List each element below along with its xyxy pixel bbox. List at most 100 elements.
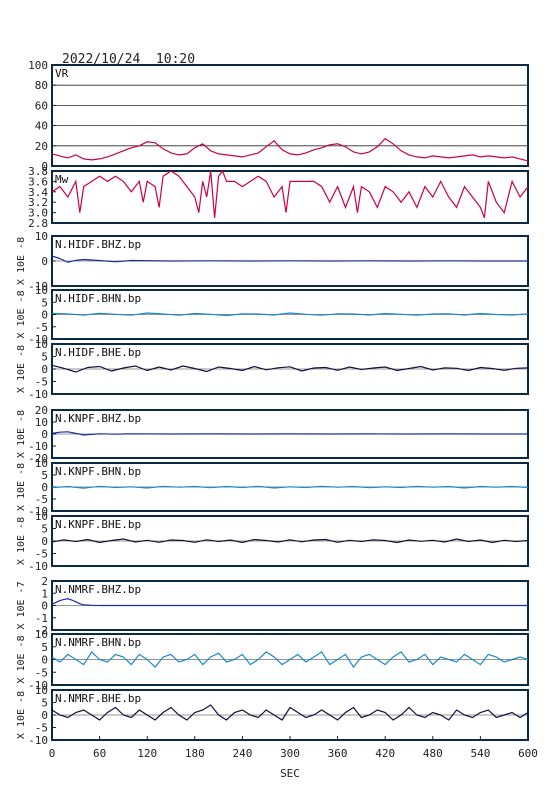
panel-1-series-line	[51, 169, 529, 219]
panel-6-ytick-label-3: 5	[41, 469, 48, 482]
panel-10-label: N.NMRF.BHE.bp	[55, 692, 141, 705]
panel-10-ytick-label-0: -10	[28, 734, 48, 747]
panel-9-ylabel: X 10E -8	[16, 635, 27, 683]
panel-10-ytick-label-3: 5	[41, 697, 48, 710]
x-tick-label-2: 120	[137, 747, 157, 760]
panel-2-ylabel: X 10E -8	[16, 237, 27, 285]
panel-2-ytick-label-0: -10	[28, 280, 48, 293]
panel-2-label: N.HIDF.BHZ.bp	[55, 238, 141, 251]
panel-9-ytick-label-4: 10	[35, 628, 48, 641]
panel-8-ytick-label-3: 1	[41, 587, 48, 600]
panel-3-ytick-label-2: 0	[41, 309, 48, 322]
panel-6-ylabel: X 10E -8	[16, 463, 27, 511]
panel-6-label: N.KNPF.BHN.bp	[55, 465, 141, 478]
panel-0-frame	[51, 64, 529, 167]
panel-5-ytick-label-2: 0	[41, 428, 48, 441]
panel-5-ytick-label-1: -10	[28, 440, 48, 453]
panel-8-ytick-label-4: 2	[41, 575, 48, 588]
x-tick-label-6: 360	[328, 747, 348, 760]
panel-1-frame	[51, 170, 529, 224]
panel-7-ytick-label-4: 10	[35, 510, 48, 523]
panel-5-ylabel: X 10E -8	[16, 410, 27, 458]
panel-5-ytick-label-0: -20	[28, 452, 48, 465]
panel-7-series-line	[51, 538, 529, 544]
panel-1-ytick-label-0: 2.8	[28, 217, 48, 230]
panel-1-ytick-label-3: 3.4	[28, 186, 48, 199]
panel-5-ytick-label-3: 10	[35, 416, 48, 429]
panel-3-series-line	[51, 312, 529, 317]
panel-9-ytick-label-3: 5	[41, 641, 48, 654]
panel-7-ytick-label-2: 0	[41, 535, 48, 548]
panel-8-ytick-label-2: 0	[41, 600, 48, 613]
panel-0-ytick-label-1: 20	[35, 140, 48, 153]
panel-8-ytick-label-0: -2	[35, 624, 48, 637]
panel-4-ytick-label-3: 5	[41, 351, 48, 364]
x-tick-label-1: 60	[93, 747, 106, 760]
panel-0-ytick-label-2: 40	[35, 120, 48, 133]
x-tick-label-3: 180	[185, 747, 205, 760]
panel-3-ytick-label-1: -5	[35, 321, 48, 334]
panel-3-ylabel: X 10E -8	[16, 290, 27, 338]
panel-5-series-line	[51, 431, 528, 436]
panel-8-label: N.NMRF.BHZ.bp	[55, 583, 141, 596]
panel-6-ytick-label-4: 10	[35, 457, 48, 470]
panel-10-ytick-label-1: -5	[35, 722, 48, 735]
panel-7-ytick-label-3: 5	[41, 523, 48, 536]
x-tick-label-8: 480	[423, 747, 443, 760]
panel-0-ytick-label-3: 60	[35, 99, 48, 112]
panel-0-label: VR	[55, 67, 69, 80]
panel-3-ytick-label-4: 10	[35, 284, 48, 297]
panel-1-ytick-label-1: 3.0	[28, 207, 48, 220]
panel-7-label: N.KNPF.BHE.bp	[55, 518, 141, 531]
panel-6-series-line	[51, 485, 529, 489]
chart-timestamp: 2022/10/24 10:20	[62, 52, 195, 67]
panel-3-ytick-label-0: -10	[28, 333, 48, 346]
panel-2-series-line	[51, 255, 528, 263]
panel-4-label: N.HIDF.BHE.bp	[55, 346, 141, 359]
panel-1-ytick-label-4: 3.6	[28, 175, 48, 188]
panel-8-ylabel: X 10E -7	[16, 581, 27, 629]
panel-9-series-line	[51, 650, 529, 669]
panel-3-label: N.HIDF.BHN.bp	[55, 292, 141, 305]
x-tick-label-4: 240	[232, 747, 252, 760]
panel-3-ytick-label-3: 5	[41, 296, 48, 309]
panel-8-ytick-label-1: -1	[35, 612, 48, 625]
panel-2-ytick-label-2: 10	[35, 230, 48, 243]
panel-4-ylabel: X 10E -8	[16, 345, 27, 393]
panel-0-series-line	[51, 137, 529, 162]
panel-1-label: Mw	[55, 173, 69, 186]
panel-6-ytick-label-0: -10	[28, 505, 48, 518]
panel-7-ytick-label-0: -10	[28, 560, 48, 573]
x-axis-label: SEC	[280, 767, 300, 780]
panel-8-series-line	[51, 598, 528, 607]
panel-4-ytick-label-2: 0	[41, 363, 48, 376]
panel-6-ytick-label-1: -5	[35, 493, 48, 506]
panel-6-ytick-label-2: 0	[41, 481, 48, 494]
panel-4-ytick-label-4: 10	[35, 338, 48, 351]
panel-10-ytick-label-4: 10	[35, 684, 48, 697]
x-tick-label-5: 300	[280, 747, 300, 760]
panel-0-ytick-label-5: 100	[28, 59, 48, 72]
panel-2-ytick-label-1: 0	[41, 255, 48, 268]
panel-0-ytick-label-4: 80	[35, 79, 48, 92]
panel-1-ytick-label-2: 3.2	[28, 196, 48, 209]
panel-7-ytick-label-1: -5	[35, 548, 48, 561]
x-tick-label-0: 0	[49, 747, 56, 760]
panel-10-ytick-label-2: 0	[41, 709, 48, 722]
panel-5-label: N.KNPF.BHZ.bp	[55, 412, 141, 425]
panel-9-ytick-label-0: -10	[28, 679, 48, 692]
x-tick-label-7: 420	[375, 747, 395, 760]
panel-9-ytick-label-2: 0	[41, 654, 48, 667]
panel-4-ytick-label-0: -10	[28, 388, 48, 401]
x-tick-label-9: 540	[470, 747, 490, 760]
panel-10-series-line	[51, 704, 529, 721]
panel-0-ytick-label-0: 0	[41, 160, 48, 173]
x-tick-label-10: 600	[518, 747, 538, 760]
panel-10-ylabel: X 10E -8	[16, 691, 27, 739]
panel-9-ytick-label-1: -5	[35, 666, 48, 679]
panel-4-ytick-label-1: -5	[35, 376, 48, 389]
panel-7-ylabel: X 10E -8	[16, 517, 27, 565]
panel-4-series-line	[51, 364, 529, 373]
